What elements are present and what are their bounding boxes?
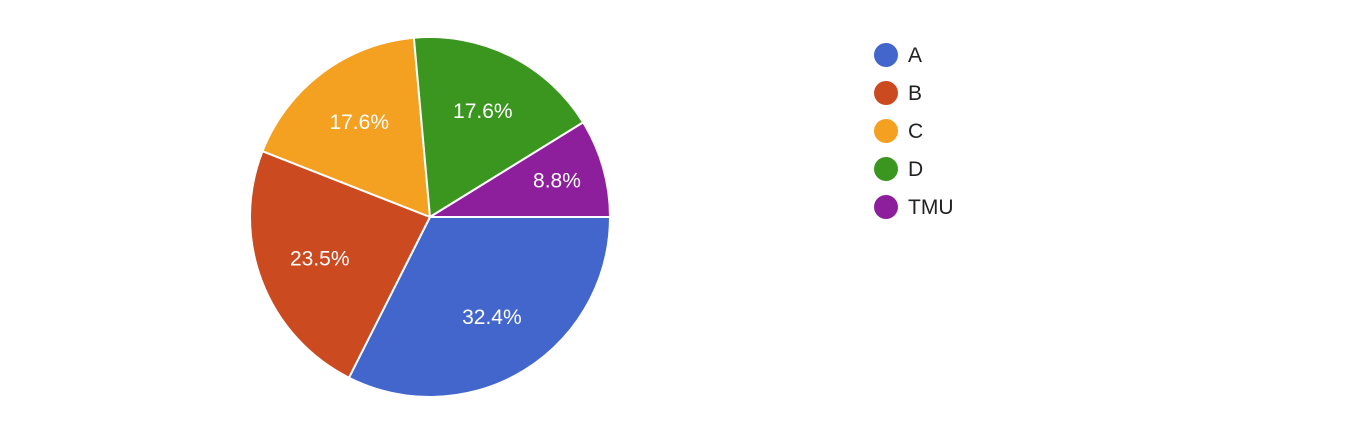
legend-label: C <box>908 119 924 143</box>
legend-swatch <box>874 157 898 181</box>
legend-label: B <box>908 81 923 105</box>
legend-item-d[interactable]: D <box>874 150 954 188</box>
chart-legend: A B C D TMU <box>874 36 954 226</box>
legend-swatch <box>874 81 898 105</box>
slice-label-a: 32.4% <box>462 306 522 329</box>
slice-label-b: 23.5% <box>290 248 350 271</box>
legend-label: D <box>908 157 924 181</box>
pie-slice-c[interactable] <box>261 36 431 218</box>
pie-slices <box>249 36 611 398</box>
legend-swatch <box>874 119 898 143</box>
legend-swatch <box>874 195 898 219</box>
legend-label: TMU <box>908 195 954 219</box>
slice-label-tmu: 8.8% <box>533 169 581 192</box>
legend-swatch <box>874 43 898 67</box>
slice-label-d: 17.6% <box>453 100 513 123</box>
slice-label-c: 17.6% <box>329 111 389 134</box>
legend-item-c[interactable]: C <box>874 112 954 150</box>
pie-slice-a[interactable] <box>347 216 611 398</box>
pie-slice-tmu[interactable] <box>429 121 611 218</box>
legend-item-tmu[interactable]: TMU <box>874 188 954 226</box>
legend-item-b[interactable]: B <box>874 74 954 112</box>
pie-slice-d[interactable] <box>412 36 585 218</box>
pie-slice-b[interactable] <box>249 150 431 379</box>
legend-item-a[interactable]: A <box>874 36 954 74</box>
legend-label: A <box>908 43 923 67</box>
pie-labels: 32.4% 23.5% 17.6% 17.6% 8.8% <box>290 100 581 329</box>
